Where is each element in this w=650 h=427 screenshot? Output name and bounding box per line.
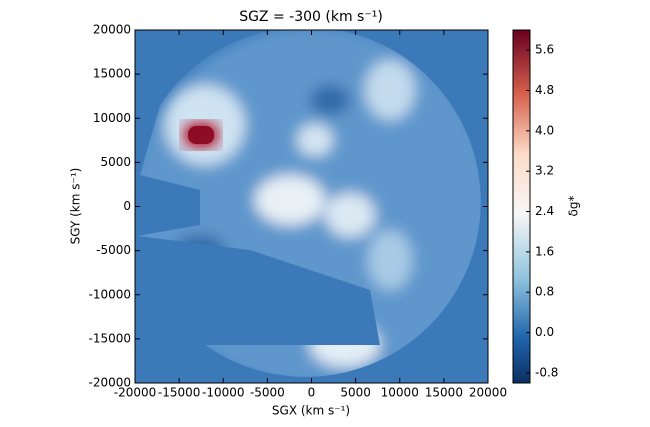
colorbar-tick-label: 5.6 <box>535 43 554 57</box>
y-tick-label: 0 <box>123 199 131 213</box>
y-tick-label: -10000 <box>88 287 131 301</box>
chart-title: SGZ = -300 (km s⁻¹) <box>239 9 383 25</box>
x-tick-label: 0 <box>308 386 316 400</box>
y-axis-label: SGY (km s⁻¹) <box>69 168 83 245</box>
y-tick-label: 5000 <box>100 155 131 169</box>
y-tick-label: 20000 <box>93 23 131 37</box>
x-tick-label: 5000 <box>340 386 371 400</box>
y-tick-label: -15000 <box>88 331 131 345</box>
colorbar-tick-label: 0.0 <box>535 325 554 339</box>
colorbar-tick-label: 4.0 <box>535 123 554 137</box>
x-tick-label: -10000 <box>202 386 245 400</box>
x-tick-label: -5000 <box>250 386 285 400</box>
x-tick-label: -20000 <box>114 386 157 400</box>
x-tick-label: 10000 <box>381 386 419 400</box>
colorbar-tick-label: 1.6 <box>535 244 554 258</box>
colorbar-label: δg* <box>567 196 581 217</box>
x-axis-label: SGX (km s⁻¹) <box>272 404 350 418</box>
colorbar <box>512 29 531 384</box>
x-tick-label: 20000 <box>469 386 507 400</box>
x-tick-label: -15000 <box>158 386 201 400</box>
colorbar-tick-label: -0.8 <box>535 365 558 379</box>
colorbar-tick-label: 3.2 <box>535 164 554 178</box>
y-tick-label: 10000 <box>93 111 131 125</box>
y-tick-label: -5000 <box>96 243 131 257</box>
colorbar-tick-label: 2.4 <box>535 204 554 218</box>
x-tick-label: 15000 <box>425 386 463 400</box>
colorbar-tick-label: 0.8 <box>535 285 554 299</box>
y-tick-label: -20000 <box>88 376 131 390</box>
y-tick-label: 15000 <box>93 67 131 81</box>
density-map <box>135 30 488 383</box>
colorbar-tick-label: 4.8 <box>535 83 554 97</box>
